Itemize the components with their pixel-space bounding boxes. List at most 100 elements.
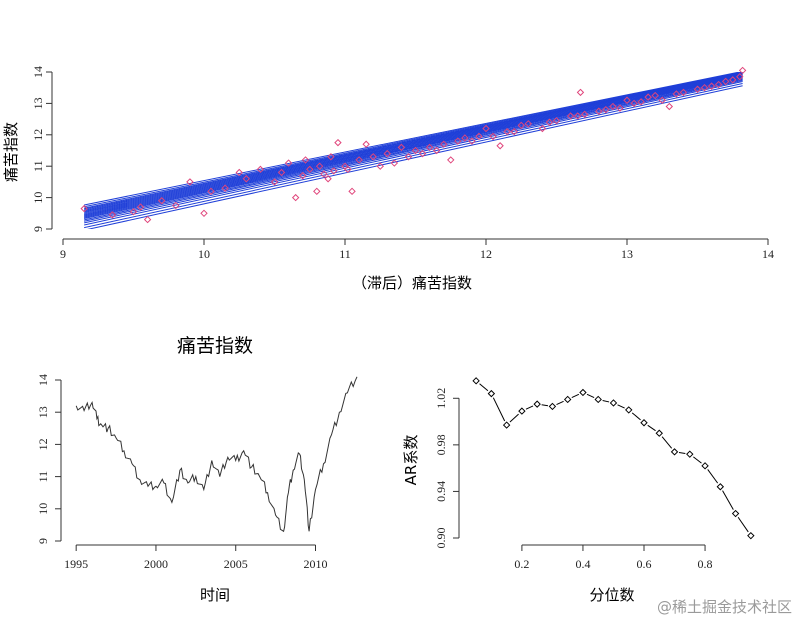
data-point [630, 99, 638, 108]
y-tick-label: 0.90 [434, 528, 448, 549]
data-point [651, 91, 659, 100]
scatter-points [80, 66, 747, 224]
quantile-line [84, 74, 743, 215]
quantile-line [84, 76, 743, 219]
series-segment [492, 397, 506, 422]
x-axis-label: 时间 [200, 586, 230, 604]
data-point [503, 127, 511, 136]
data-point [496, 142, 504, 150]
quantile-line [84, 73, 743, 212]
data-point [136, 203, 145, 211]
axes: 1995 2000 2005 2010 9 10 11 12 13 14 [36, 374, 328, 571]
data-point [324, 175, 332, 183]
quantile-lines [84, 72, 743, 229]
data-point [609, 399, 618, 407]
data-point [306, 165, 314, 174]
data-point [487, 389, 496, 398]
x-tick-label: 1995 [64, 557, 88, 571]
data-point [701, 462, 709, 470]
data-point [468, 137, 476, 145]
series-segment [678, 452, 686, 454]
data-point [573, 112, 582, 120]
data-point [291, 193, 300, 202]
quantile-line [84, 82, 743, 229]
data-point [716, 483, 725, 491]
data-point [594, 395, 602, 404]
data-point [447, 156, 455, 164]
x-tick-label: 14 [762, 247, 774, 261]
data-point [489, 132, 497, 141]
y-tick-label: 0.94 [434, 481, 448, 502]
data-point [670, 448, 679, 456]
data-point [563, 395, 572, 404]
series-segment [586, 393, 595, 399]
quantile-line [87, 85, 743, 229]
y-tick-label: 12 [31, 129, 45, 141]
data-point [315, 162, 324, 170]
y-tick-label: 9 [36, 538, 50, 544]
y-axis-label: 痛苦指数 [2, 122, 20, 182]
y-tick-label: 9 [31, 226, 45, 232]
data-point [595, 107, 603, 115]
x-axis-label: 分位数 [589, 586, 634, 604]
data-point [655, 429, 663, 437]
quantile-line [84, 72, 743, 208]
quantile-line [84, 75, 743, 217]
y-tick-label: 13 [31, 97, 45, 109]
data-point [411, 146, 420, 155]
data-point [129, 208, 138, 216]
data-point [616, 104, 624, 112]
x-tick-label: 0.4 [575, 557, 590, 571]
data-point [518, 407, 526, 415]
data-point [200, 209, 208, 218]
data-point [277, 168, 286, 177]
data-point [242, 175, 251, 183]
x-tick-label: 13 [621, 247, 633, 261]
data-point [235, 168, 243, 177]
series-segment [556, 400, 564, 406]
watermark: @稀土掘金技术社区 [657, 598, 792, 616]
data-point [472, 377, 480, 385]
quantile-line [84, 81, 743, 226]
data-point [80, 204, 88, 213]
data-point [390, 159, 399, 167]
data-point [693, 85, 702, 93]
data-point [502, 421, 511, 429]
x-tick-label: 12 [480, 247, 492, 261]
data-point [362, 140, 370, 148]
quantile-line [84, 72, 743, 209]
y-tick-label: 0.98 [434, 434, 448, 455]
data-point [397, 143, 406, 152]
data-point [482, 124, 490, 133]
data-point [640, 419, 648, 427]
data-point [738, 66, 747, 75]
data-point [672, 90, 681, 98]
data-point [609, 102, 617, 111]
data-point [172, 201, 180, 210]
data-point [623, 96, 631, 104]
quantile-line [84, 72, 743, 206]
data-point [355, 156, 363, 164]
y-tick-label: 13 [36, 406, 50, 418]
data-point [432, 146, 441, 155]
data-point [221, 184, 229, 192]
data-point [327, 153, 335, 161]
data-point [637, 98, 645, 106]
data-point [665, 102, 674, 111]
data-point [625, 406, 633, 414]
data-point [143, 215, 152, 224]
y-tick-label: 11 [31, 160, 45, 172]
data-point [707, 82, 716, 90]
data-point [475, 132, 483, 141]
y-tick-label: 1.02 [434, 388, 448, 409]
data-point [736, 73, 744, 81]
y-tick-label: 12 [36, 438, 50, 450]
timeseries-panel: 痛苦指数 1995 2000 2005 2010 9 10 11 12 13 14 时间 [36, 335, 358, 604]
data-point [348, 187, 356, 196]
data-point [658, 96, 666, 104]
data-point [207, 187, 215, 196]
data-point [369, 153, 377, 161]
x-tick-label: 2010 [304, 557, 328, 571]
ar-coef-panel: 0.2 0.4 0.6 0.8 0.90 0.94 0.98 1.02 分位数 AR系数 [402, 377, 755, 604]
data-point [533, 400, 541, 408]
